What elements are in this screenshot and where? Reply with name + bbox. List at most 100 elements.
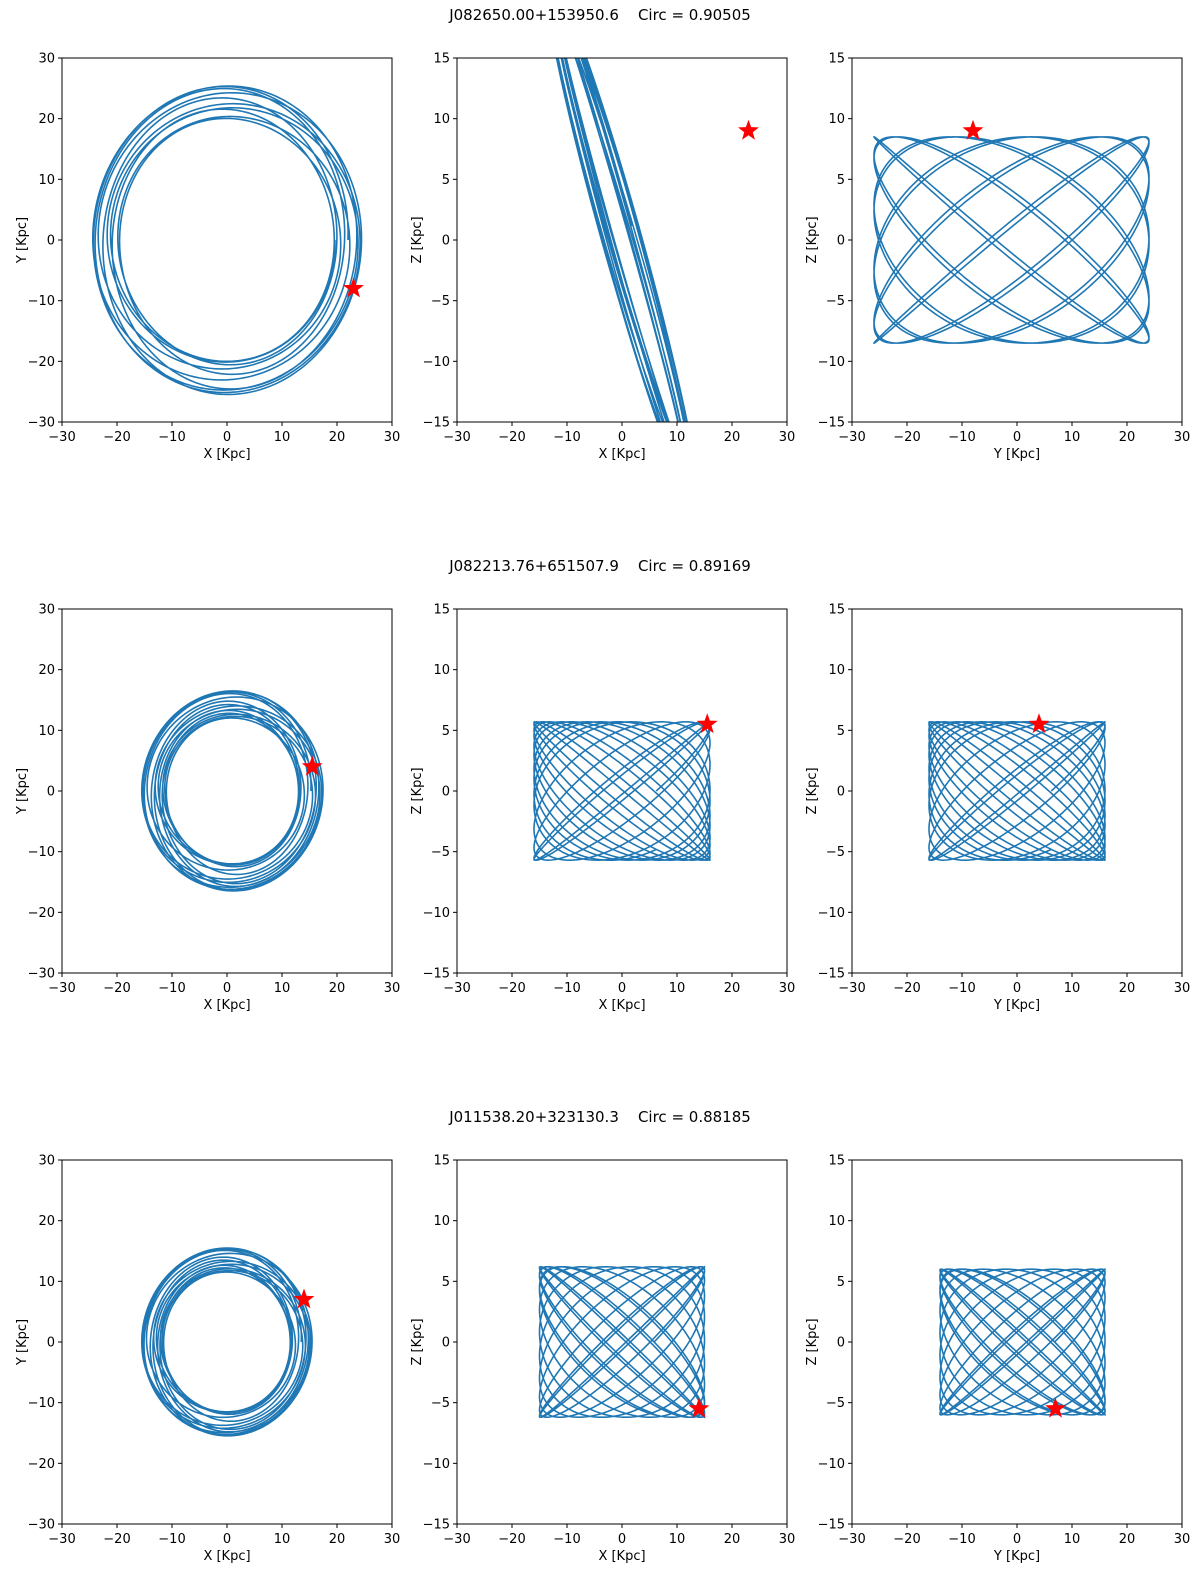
y-tick-label: 10 xyxy=(433,1214,450,1229)
y-tick-label: 20 xyxy=(38,663,55,678)
y-axis-label: Y [Kpc] xyxy=(15,768,30,815)
x-tick-label: 10 xyxy=(1064,1532,1081,1547)
orbit-line xyxy=(140,690,324,892)
y-tick-label: −10 xyxy=(818,1457,845,1472)
orbit-line xyxy=(873,136,1150,344)
x-tick-label: −10 xyxy=(158,430,185,445)
y-tick-label: 30 xyxy=(38,1154,55,1169)
x-tick-label: 0 xyxy=(618,981,626,996)
y-tick-label: 5 xyxy=(837,724,845,739)
y-tick-label: 0 xyxy=(47,785,55,800)
x-tick-label: 30 xyxy=(1174,1532,1191,1547)
x-tick-label: −20 xyxy=(498,1532,525,1547)
x-tick-label: 0 xyxy=(223,430,231,445)
y-tick-label: 5 xyxy=(442,724,450,739)
y-tick-label: 5 xyxy=(837,1275,845,1290)
x-tick-label: −10 xyxy=(948,1532,975,1547)
y-axis-label: Z [Kpc] xyxy=(410,767,425,814)
y-tick-label: −15 xyxy=(818,967,845,982)
y-tick-label: 30 xyxy=(38,603,55,618)
y-tick-label: 0 xyxy=(47,1336,55,1351)
x-tick-label: −10 xyxy=(553,430,580,445)
orbit-line xyxy=(555,58,688,422)
y-axis-label: Y [Kpc] xyxy=(15,1319,30,1366)
x-axis-label: X [Kpc] xyxy=(203,998,250,1013)
y-tick-label: 10 xyxy=(828,663,845,678)
x-tick-label: 0 xyxy=(618,1532,626,1547)
x-tick-label: −30 xyxy=(443,1532,470,1547)
x-tick-label: −30 xyxy=(443,430,470,445)
y-tick-label: 20 xyxy=(38,1214,55,1229)
orbit-panel-3-3: −30 −20 −10 0 10 20 30 −15 −10 −5 0 5 10 15 Y [Kpc] Z [… xyxy=(805,1154,1191,1565)
x-axis-label: X [Kpc] xyxy=(203,1549,250,1564)
x-tick-label: −30 xyxy=(838,1532,865,1547)
y-tick-label: −30 xyxy=(28,967,55,982)
y-tick-label: 15 xyxy=(828,603,845,618)
y-tick-label: 5 xyxy=(837,173,845,188)
y-axis-label: Y [Kpc] xyxy=(15,217,30,264)
x-tick-label: 0 xyxy=(618,430,626,445)
x-tick-label: −30 xyxy=(48,430,75,445)
x-tick-label: 30 xyxy=(1174,430,1191,445)
y-tick-label: −10 xyxy=(28,845,55,860)
y-tick-label: −5 xyxy=(431,294,450,309)
y-tick-label: −5 xyxy=(826,1396,845,1411)
x-tick-label: 30 xyxy=(779,981,796,996)
row-title-1: J082650.00+153950.6 Circ = 0.90505 xyxy=(449,6,751,24)
y-tick-label: 15 xyxy=(433,52,450,67)
x-tick-label: 30 xyxy=(384,981,401,996)
orbit-line xyxy=(939,1268,1106,1416)
y-tick-label: −10 xyxy=(818,355,845,370)
x-tick-label: 10 xyxy=(669,981,686,996)
plot-frame xyxy=(851,1159,1183,1525)
x-tick-label: 30 xyxy=(384,1532,401,1547)
y-tick-label: −5 xyxy=(431,1396,450,1411)
x-tick-label: 10 xyxy=(669,1532,686,1547)
y-tick-label: 0 xyxy=(837,234,845,249)
current-position-star-icon xyxy=(696,713,718,734)
x-tick-label: 10 xyxy=(1064,430,1081,445)
y-tick-label: −10 xyxy=(423,906,450,921)
orbit-line xyxy=(140,1247,313,1437)
x-tick-label: −30 xyxy=(48,981,75,996)
x-tick-label: 10 xyxy=(274,1532,291,1547)
y-tick-label: 0 xyxy=(442,785,450,800)
y-tick-label: 10 xyxy=(38,1275,55,1290)
x-tick-label: −20 xyxy=(103,1532,130,1547)
x-tick-label: −20 xyxy=(103,430,130,445)
x-tick-label: 30 xyxy=(779,430,796,445)
x-tick-label: 20 xyxy=(329,430,346,445)
y-tick-label: 10 xyxy=(38,724,55,739)
y-tick-label: 0 xyxy=(837,1336,845,1351)
y-tick-label: 0 xyxy=(442,1336,450,1351)
x-axis-label: X [Kpc] xyxy=(598,1549,645,1564)
orbit-line xyxy=(928,720,1106,861)
x-tick-label: 0 xyxy=(1013,430,1021,445)
y-axis-label: Z [Kpc] xyxy=(410,1318,425,1365)
y-tick-label: −15 xyxy=(818,416,845,431)
x-tick-label: −10 xyxy=(948,981,975,996)
orbit-panel-2-3: −30 −20 −10 0 10 20 30 −15 −10 −5 0 5 10 15 Y [Kpc] Z [… xyxy=(805,603,1190,1014)
y-tick-label: 10 xyxy=(433,112,450,127)
x-tick-label: 10 xyxy=(1064,981,1081,996)
x-tick-label: −20 xyxy=(893,430,920,445)
x-tick-label: 20 xyxy=(1119,1532,1136,1547)
y-tick-label: −30 xyxy=(28,1518,55,1533)
x-tick-label: 0 xyxy=(223,981,231,996)
x-tick-label: 20 xyxy=(1119,430,1136,445)
current-position-star-icon xyxy=(962,119,984,140)
x-axis-label: Y [Kpc] xyxy=(993,447,1040,462)
orbit-panel-3-2: −30 −20 −10 0 10 20 30 −15 −10 −5 0 5 10 15 X [Kpc] Z [… xyxy=(410,1154,796,1565)
y-tick-label: −10 xyxy=(28,1396,55,1411)
y-tick-label: −5 xyxy=(826,294,845,309)
x-tick-label: 0 xyxy=(1013,1532,1021,1547)
y-tick-label: 0 xyxy=(442,234,450,249)
y-tick-label: 20 xyxy=(38,112,55,127)
y-tick-label: 0 xyxy=(47,234,55,249)
x-tick-label: 30 xyxy=(384,430,401,445)
y-tick-label: −5 xyxy=(431,845,450,860)
plot-frame xyxy=(851,608,1183,974)
y-tick-label: 10 xyxy=(828,1214,845,1229)
x-tick-label: 30 xyxy=(779,1532,796,1547)
orbit-line xyxy=(91,85,363,396)
